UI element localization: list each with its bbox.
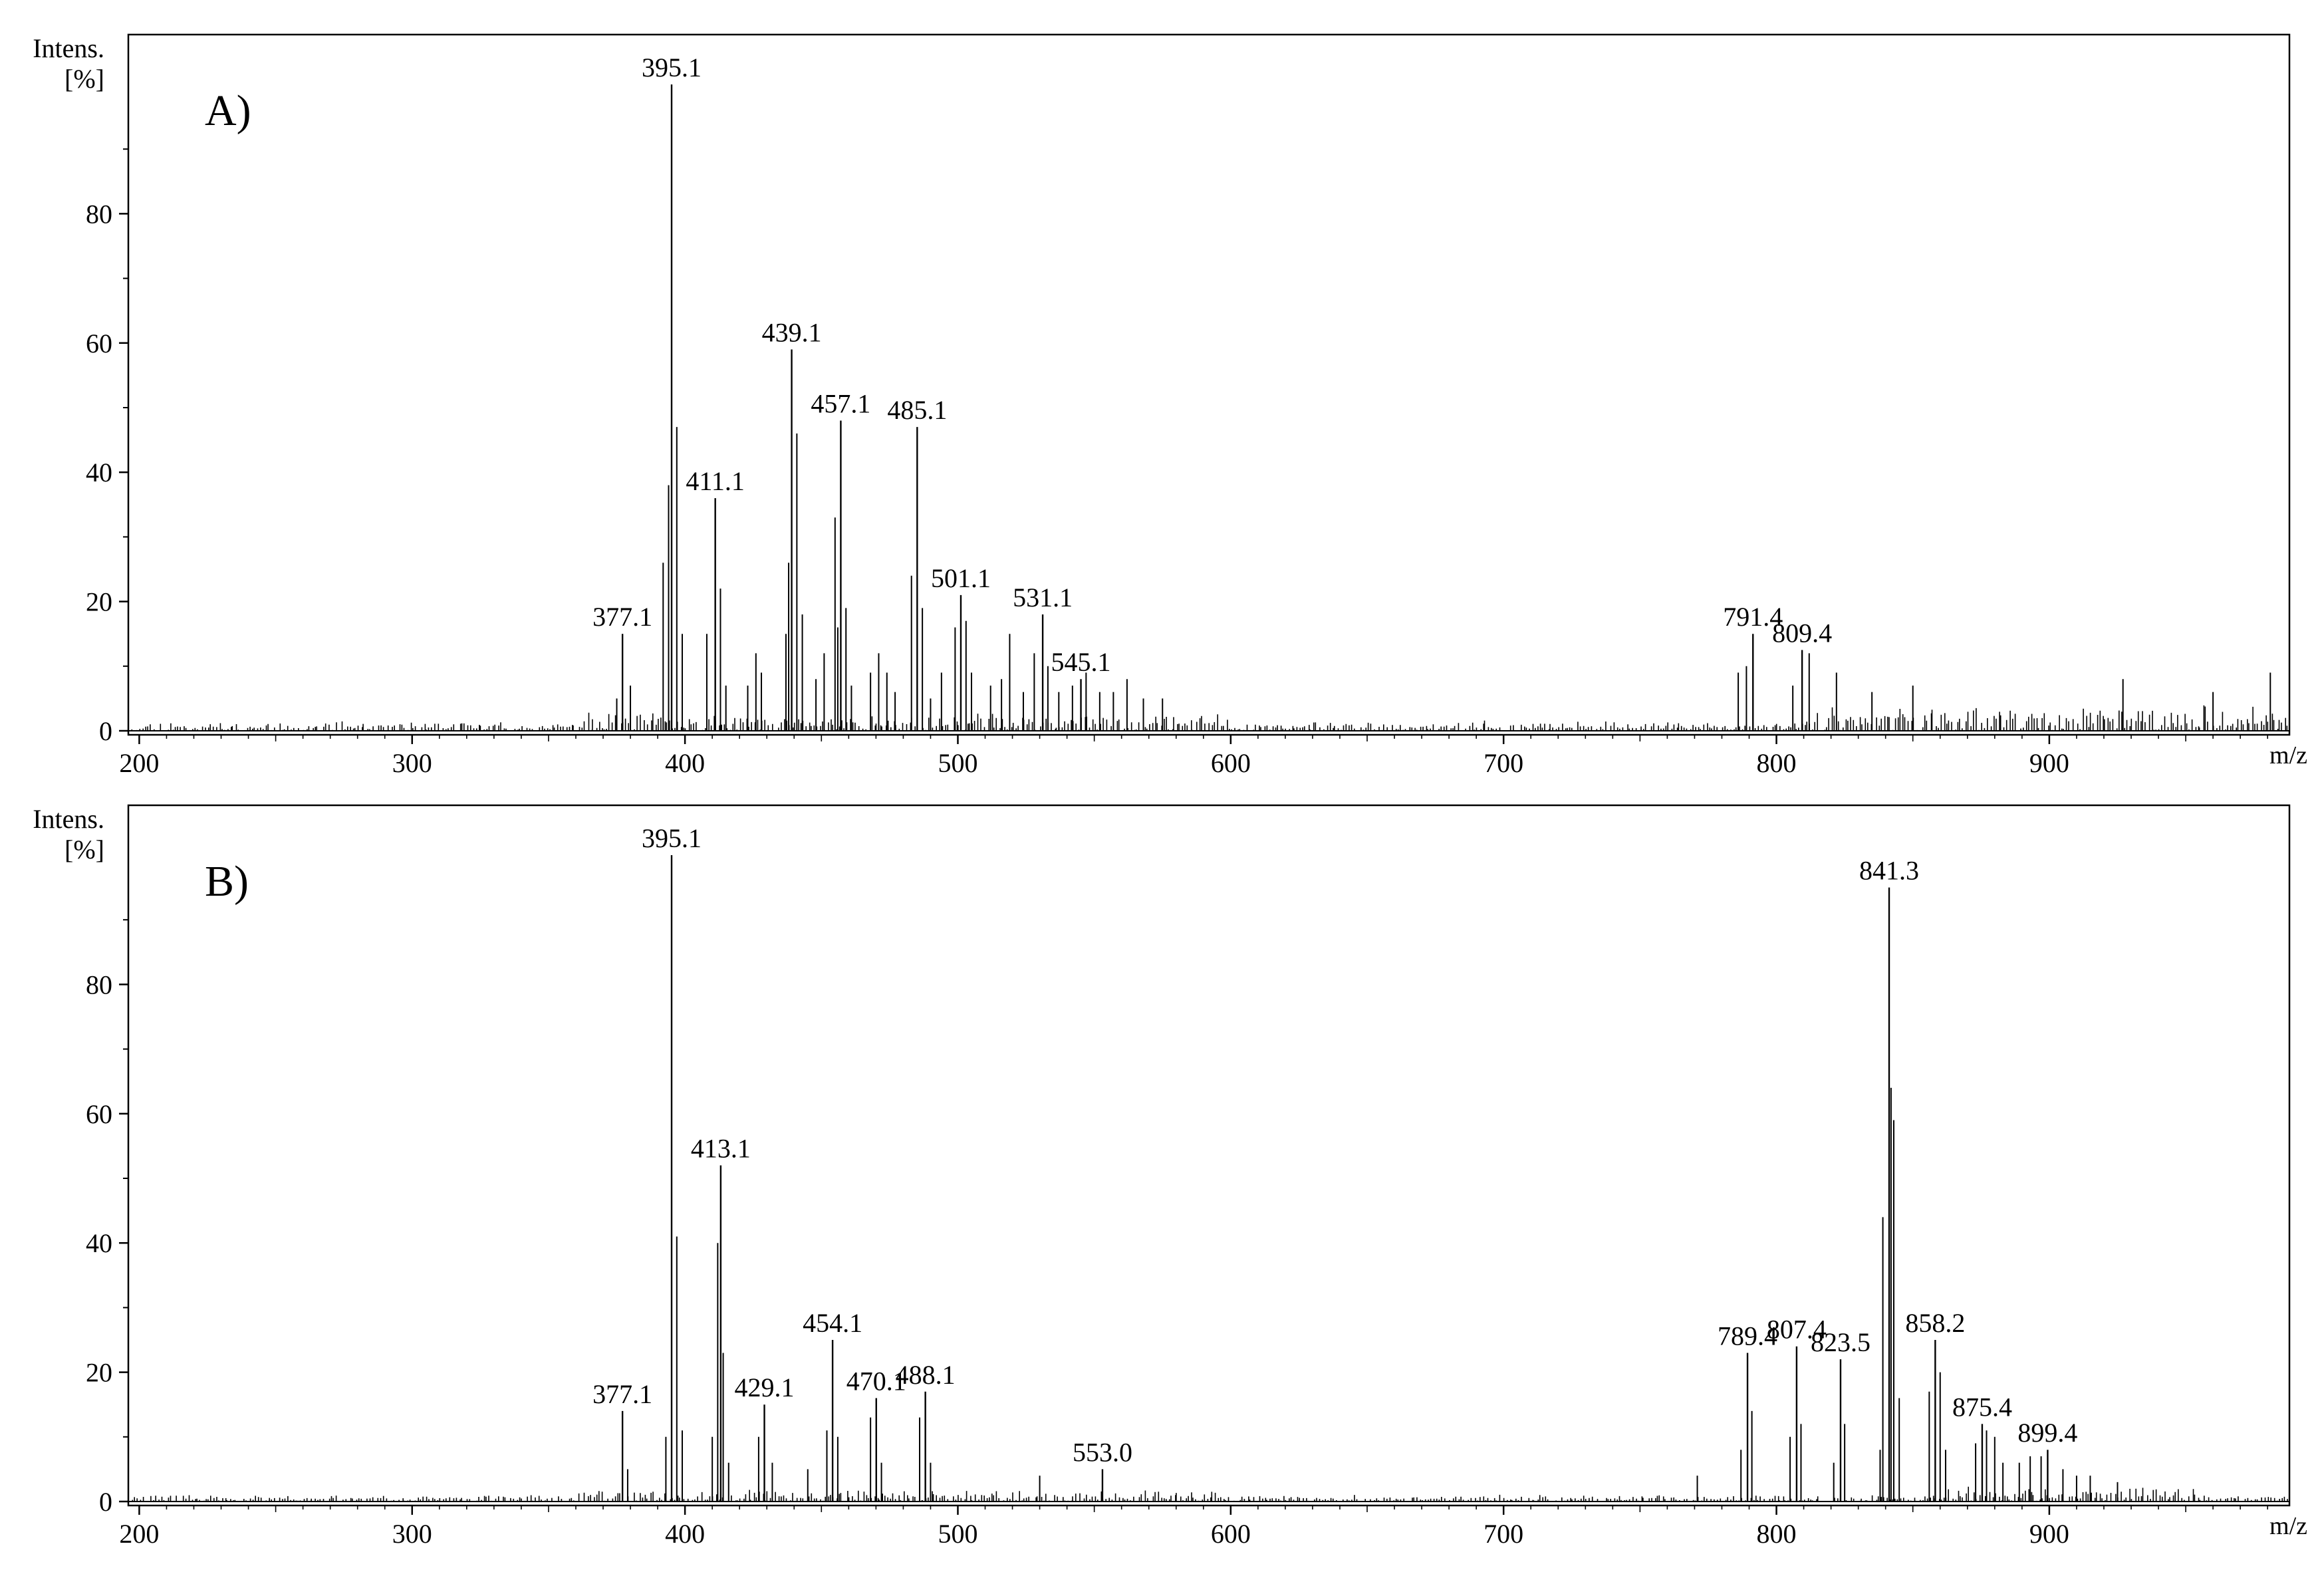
peak-label: 488.1: [896, 1360, 956, 1390]
peak-label: 485.1: [887, 395, 947, 425]
y-tick-label: 0: [99, 1487, 112, 1517]
y-tick-label: 80: [86, 199, 112, 229]
y-tick-label: 20: [86, 1358, 112, 1388]
peak-label: 789.4: [1718, 1321, 1777, 1351]
y-tick-label: 40: [86, 458, 112, 487]
x-tick-label: 300: [392, 748, 432, 778]
peak-label: 413.1: [691, 1134, 751, 1164]
peak-label: 841.3: [1859, 856, 1919, 886]
y-tick-label: 20: [86, 587, 112, 617]
peak-label: 553.0: [1073, 1437, 1132, 1467]
panel-label: A): [205, 86, 251, 135]
y-tick-label: 60: [86, 1099, 112, 1129]
x-axis-label: m/z: [2269, 741, 2307, 769]
peak-label: 457.1: [811, 388, 870, 418]
peak-label: 531.1: [1013, 583, 1073, 612]
y-axis-unit: [%]: [65, 64, 104, 94]
peak-label: 545.1: [1051, 647, 1111, 677]
y-tick-label: 40: [86, 1228, 112, 1258]
x-tick-label: 900: [2029, 748, 2069, 778]
spectrum-plot-area: 0 20 40 60 80 200 300 400 500 600 700 800 900 377.1 39…: [86, 823, 2289, 1549]
spectrum-plot-area: 0 20 40 60 80 200 300 400 500 600 700 800 900 377.1 39…: [86, 53, 2289, 778]
y-axis-label: Intens.: [33, 804, 104, 834]
x-tick-label: 500: [938, 1519, 977, 1549]
peak-label: 501.1: [931, 563, 991, 593]
peak-label: 429.1: [735, 1373, 795, 1402]
x-tick-label: 700: [1484, 748, 1523, 778]
plot-frame: [127, 804, 2291, 1507]
spectrum-panel-a: Intens. [%] m/z A) 0 20 40 60 80 200 300 400 500…: [33, 33, 2307, 778]
spectrum-panel-b: Intens. [%] m/z B) 0 20 40 60 80 200 300 400 500…: [33, 804, 2307, 1549]
y-axis-unit: [%]: [65, 835, 104, 864]
plot-frame: [127, 33, 2291, 736]
y-tick-label: 80: [86, 970, 112, 999]
y-tick-label: 0: [99, 716, 112, 746]
peak-label: 823.5: [1811, 1327, 1871, 1357]
peak-label: 858.2: [1905, 1308, 1965, 1338]
x-tick-label: 800: [1757, 748, 1797, 778]
peak-label: 411.1: [686, 466, 745, 496]
peak-label: 454.1: [803, 1308, 862, 1338]
peak-label: 470.1: [846, 1366, 906, 1396]
peak-label: 875.4: [1952, 1392, 2012, 1422]
x-tick-label: 900: [2029, 1519, 2069, 1549]
peak-label: 809.4: [1772, 618, 1832, 648]
peak-label: 899.4: [2017, 1418, 2077, 1448]
x-tick-label: 200: [119, 1519, 159, 1549]
peak-label: 807.4: [1767, 1315, 1827, 1345]
x-axis-label: m/z: [2269, 1512, 2307, 1540]
y-tick-label: 60: [86, 328, 112, 358]
peak-label: 377.1: [592, 602, 652, 632]
x-tick-label: 600: [1211, 748, 1251, 778]
peak-label: 791.4: [1723, 602, 1783, 632]
x-tick-label: 400: [665, 1519, 705, 1549]
x-tick-label: 500: [938, 748, 977, 778]
peak-label: 439.1: [762, 318, 822, 348]
peak-label: 395.1: [642, 53, 702, 82]
x-tick-label: 800: [1757, 1519, 1797, 1549]
x-tick-label: 200: [119, 748, 159, 778]
x-tick-label: 700: [1484, 1519, 1523, 1549]
peak-label: 395.1: [642, 823, 702, 853]
x-tick-label: 300: [392, 1519, 432, 1549]
panel-label: B): [205, 857, 249, 906]
peak-label: 377.1: [592, 1379, 652, 1409]
x-tick-label: 600: [1211, 1519, 1251, 1549]
x-tick-label: 400: [665, 748, 705, 778]
y-axis-label: Intens.: [33, 33, 104, 63]
